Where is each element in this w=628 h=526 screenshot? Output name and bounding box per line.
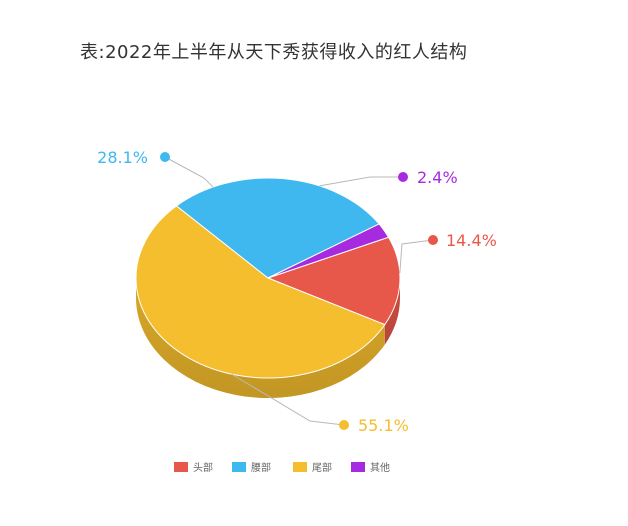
legend-swatch-3: [293, 462, 307, 472]
slice-1-side-shade: [384, 278, 400, 345]
legend-label-3: 尾部: [312, 461, 332, 474]
slice-3-side-shade: [136, 278, 385, 399]
slice-1-label-dot: [428, 235, 438, 245]
slice-4-label-dot: [398, 172, 408, 182]
slice-3-label-dot: [339, 420, 349, 430]
slice-2-label-dot: [160, 152, 170, 162]
slice-3: [135, 205, 386, 379]
legend: 头部 腰部 尾部 其他: [174, 461, 390, 474]
slice-2-leader-line: [164, 156, 214, 188]
pie-labels-layer: 14.4% 28.1% 55.1% 2.4%: [97, 148, 497, 435]
slice-2-data-label: 28.1%: [97, 148, 148, 167]
pie-top-layer: [135, 177, 401, 379]
slice-3-leader-line: [231, 373, 345, 426]
slice-4-data-label: 2.4%: [417, 168, 458, 187]
legend-label-2: 腰部: [251, 461, 271, 474]
slice-4-leader-line: [319, 176, 403, 187]
legend-swatch-2: [232, 462, 246, 472]
slice-2: [175, 177, 380, 279]
legend-label-4: 其他: [370, 461, 390, 474]
slice-1: [266, 236, 401, 326]
pie-depth-layer: [136, 278, 400, 399]
slice-3-data-label: 55.1%: [358, 416, 409, 435]
slice-1-leader-line: [399, 239, 434, 274]
legend-label-1: 头部: [193, 461, 213, 474]
chart-title: 表:2022年上半年从天下秀获得收入的红人结构: [80, 42, 468, 63]
slice-1-data-label: 14.4%: [446, 231, 497, 250]
legend-swatch-4: [351, 462, 365, 472]
legend-swatch-1: [174, 462, 188, 472]
slice-4: [267, 223, 390, 279]
